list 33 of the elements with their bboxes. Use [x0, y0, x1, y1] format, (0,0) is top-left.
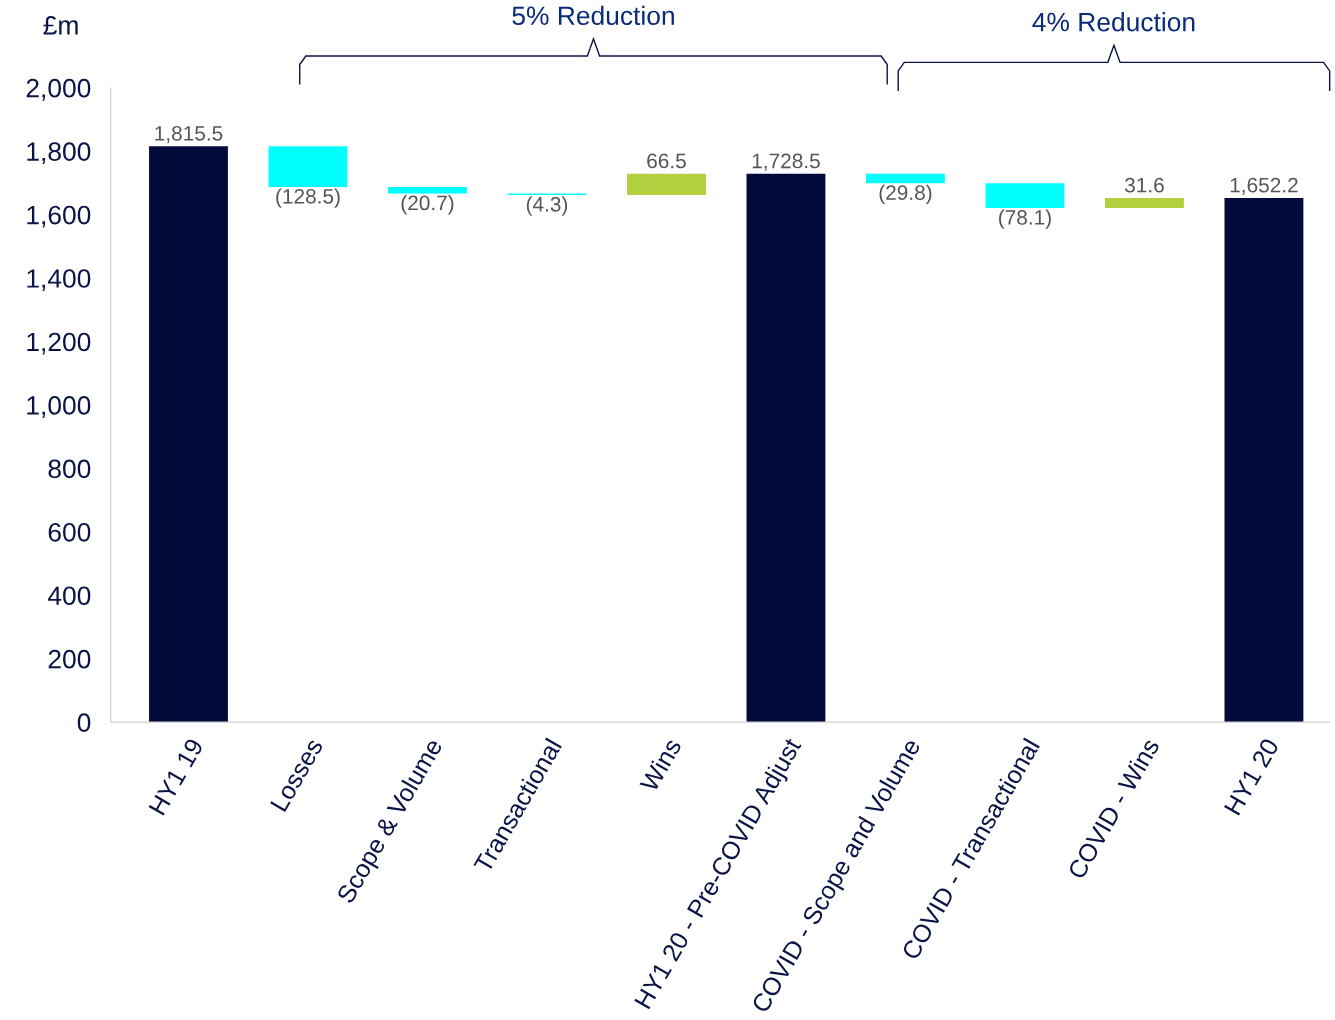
bar: [866, 173, 945, 184]
bar: [985, 183, 1065, 209]
y-tick-label: 1,800: [27, 142, 91, 165]
y-axis-title: £m: [43, 16, 78, 35]
bar: [268, 146, 348, 188]
y-tick-label: 1,400: [27, 269, 91, 291]
text: 5% Reduction: [512, 5, 674, 26]
bar: [149, 146, 228, 723]
y-tick-label: 2,000: [26, 78, 91, 101]
data-label: (128.5): [276, 188, 340, 208]
y-tick-label: 1,000: [27, 396, 91, 418]
data-label: 1,728.5: [752, 153, 820, 171]
data-label: 1,815.5: [155, 125, 223, 144]
y-tick-label: 1,600: [27, 205, 91, 228]
bar: [1224, 198, 1304, 723]
y-tick-label: 800: [48, 459, 91, 479]
bar: [627, 173, 706, 195]
bar: [1105, 198, 1184, 209]
data-label: (20.7): [401, 194, 454, 215]
bar: [746, 173, 826, 723]
y-tick-label: 400: [47, 586, 91, 606]
y-tick-label: 200: [48, 649, 91, 669]
y-tick-label: 600: [48, 522, 91, 542]
y-tick-label: 1,200: [27, 332, 91, 355]
text: 4% Reduction: [1032, 12, 1195, 32]
data-label: (78.1): [999, 209, 1051, 229]
data-label: (29.8): [879, 184, 932, 205]
data-label: 66.5: [647, 153, 686, 169]
data-label: (4.3): [526, 196, 568, 216]
bar: [388, 187, 467, 194]
y-tick-label: 0: [77, 713, 91, 732]
data-label: 31.6: [1124, 177, 1164, 193]
data-label: 1,652.2: [1230, 177, 1298, 195]
